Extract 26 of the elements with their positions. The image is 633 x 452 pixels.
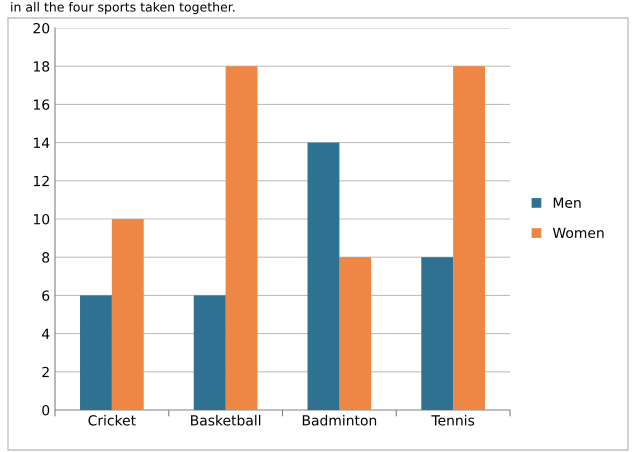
y-tick-label: 12: [34, 176, 49, 186]
y-tick-label: 14: [34, 138, 50, 148]
y-tick-label: 20: [33, 22, 50, 34]
y-tick-label: 8: [42, 252, 50, 263]
y-tick-label: 6: [42, 290, 50, 301]
legend-label: Women: [552, 228, 604, 238]
bar: [112, 219, 144, 410]
bar: [453, 66, 485, 410]
x-tick-label: Tennis: [431, 414, 474, 426]
bar: [226, 66, 258, 410]
y-tick-label: 0: [42, 404, 50, 416]
bar: [80, 295, 112, 410]
bar: [339, 257, 372, 410]
y-tick-label: 16: [34, 99, 50, 110]
y-tick-label: 10: [34, 214, 50, 224]
x-tick-label: Cricket: [88, 414, 136, 426]
bar: [194, 295, 226, 410]
legend-label: Men: [554, 198, 581, 208]
y-tick-label: 18: [34, 61, 50, 72]
text: in all the four sports taken together.: [11, 2, 234, 14]
y-tick-label: 2: [42, 366, 49, 378]
x-tick-label: Badminton: [302, 414, 376, 426]
y-tick-label: 4: [42, 328, 50, 339]
x-tick-label: Basketball: [191, 414, 260, 426]
bar: [308, 142, 340, 410]
bar: [421, 257, 454, 410]
